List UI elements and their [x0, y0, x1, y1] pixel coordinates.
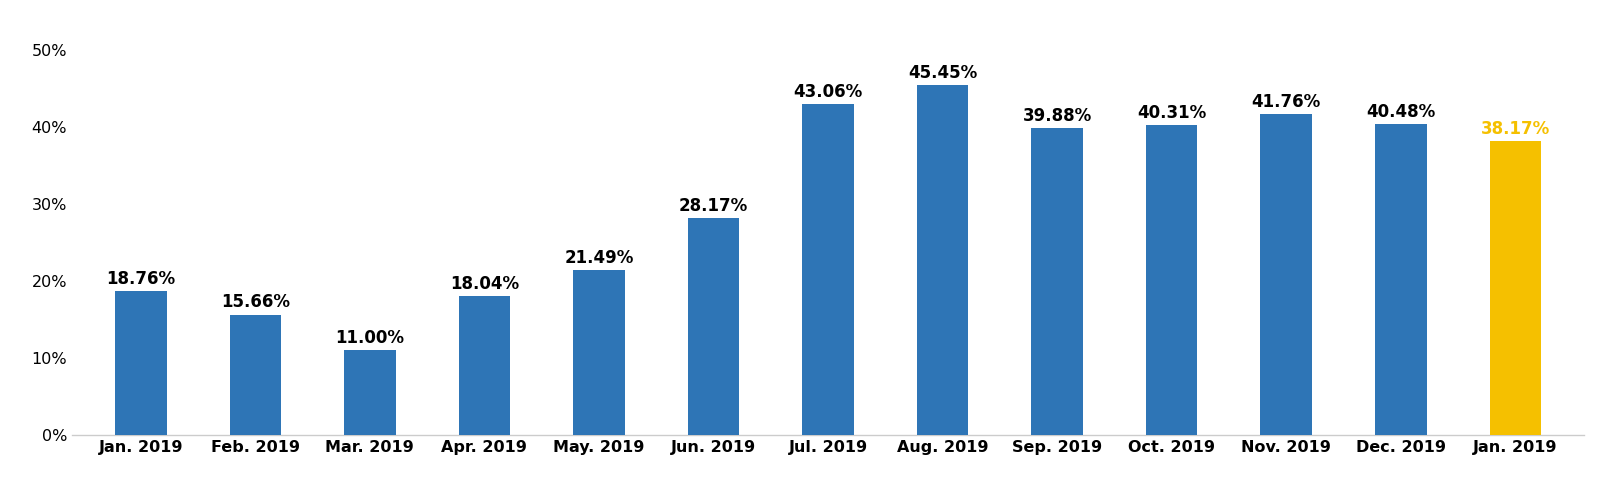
- Bar: [115, 290, 166, 435]
- Text: 41.76%: 41.76%: [1251, 92, 1322, 110]
- Bar: [573, 270, 624, 435]
- Text: 11.00%: 11.00%: [336, 330, 405, 347]
- Bar: [688, 218, 739, 435]
- Bar: [1261, 114, 1312, 435]
- Text: 18.76%: 18.76%: [106, 270, 176, 287]
- Text: 39.88%: 39.88%: [1022, 107, 1091, 125]
- Text: 40.48%: 40.48%: [1366, 102, 1435, 120]
- Text: 43.06%: 43.06%: [794, 82, 862, 100]
- Bar: [229, 314, 282, 435]
- Bar: [1146, 125, 1197, 435]
- Text: 40.31%: 40.31%: [1138, 104, 1206, 122]
- Text: 18.04%: 18.04%: [450, 275, 518, 293]
- Bar: [459, 296, 510, 435]
- Bar: [1490, 142, 1541, 435]
- Text: 38.17%: 38.17%: [1480, 120, 1550, 138]
- Text: 28.17%: 28.17%: [678, 197, 749, 215]
- Bar: [802, 104, 854, 435]
- Text: 15.66%: 15.66%: [221, 294, 290, 312]
- Text: 45.45%: 45.45%: [907, 64, 978, 82]
- Bar: [1032, 128, 1083, 435]
- Bar: [344, 350, 395, 435]
- Text: 21.49%: 21.49%: [565, 248, 634, 266]
- Bar: [1374, 124, 1427, 435]
- Bar: [917, 86, 968, 435]
